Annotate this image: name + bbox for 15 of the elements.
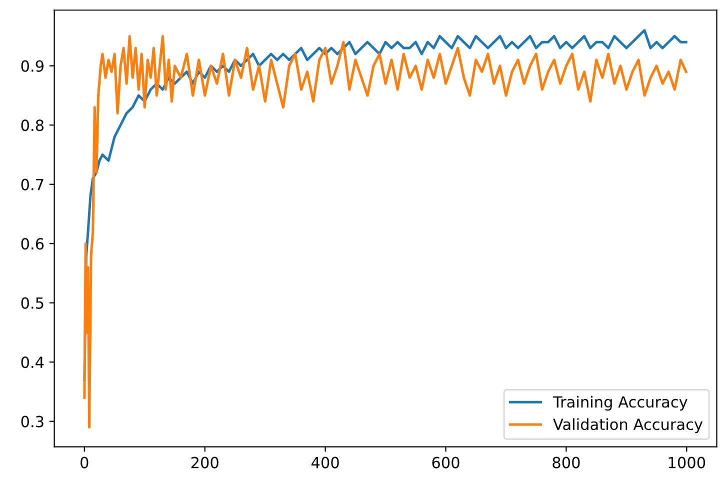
y-tick-label: 0.6 <box>21 238 44 250</box>
legend-label: Validation Accuracy <box>553 418 703 434</box>
x-tick-label: 800 <box>552 456 580 468</box>
x-tick-label: 1000 <box>668 456 706 468</box>
y-tick-label: 0.4 <box>21 356 44 368</box>
y-tick-label: 0.5 <box>21 297 44 309</box>
y-tick-label: 0.8 <box>21 120 44 132</box>
y-tick-label: 0.9 <box>21 60 44 72</box>
x-tick-label: 200 <box>191 456 218 468</box>
x-tick-label: 0 <box>80 456 88 468</box>
x-tick-label: 400 <box>311 456 339 468</box>
legend-label: Training Accuracy <box>552 396 688 411</box>
x-tick-label: 600 <box>432 456 460 468</box>
y-tick-label: 0.3 <box>21 416 44 428</box>
y-tick-label: 0.7 <box>21 178 44 190</box>
